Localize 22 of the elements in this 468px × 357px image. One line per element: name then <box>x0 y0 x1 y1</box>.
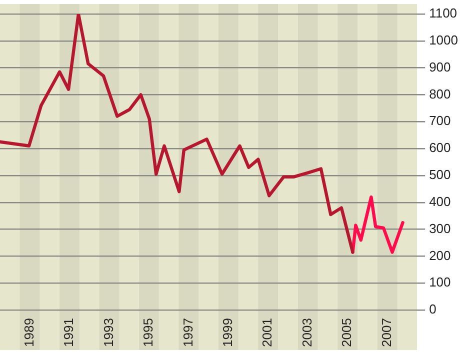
y-tick-label: 600 <box>429 140 451 156</box>
x-tick-label: 1995 <box>140 318 156 347</box>
y-tick-label: 900 <box>429 59 451 74</box>
x-tick-label: 1999 <box>220 318 235 347</box>
x-tick-label: 2003 <box>299 318 314 347</box>
y-tick-label: 300 <box>429 220 451 236</box>
x-tick-label: 2007 <box>378 318 394 347</box>
y-tick-label: 700 <box>429 113 451 128</box>
y-tick-label: 1000 <box>429 32 458 48</box>
x-tick-label: 1991 <box>61 318 76 347</box>
y-tick-label: 500 <box>429 167 451 182</box>
y-tick-label: 800 <box>429 86 451 102</box>
y-tick-label: 200 <box>429 248 451 263</box>
x-tick-label: 2005 <box>339 318 354 347</box>
y-tick-label: 400 <box>429 194 451 209</box>
x-tick-label: 1993 <box>100 318 116 347</box>
x-tick-label: 2001 <box>260 318 275 347</box>
y-tick-label: 1100 <box>429 6 458 21</box>
x-tick-label: 1989 <box>21 318 36 347</box>
y-tick-label: 100 <box>429 274 451 290</box>
x-tick-label: 1997 <box>180 318 196 347</box>
y-tick-label: 0 <box>429 302 436 317</box>
